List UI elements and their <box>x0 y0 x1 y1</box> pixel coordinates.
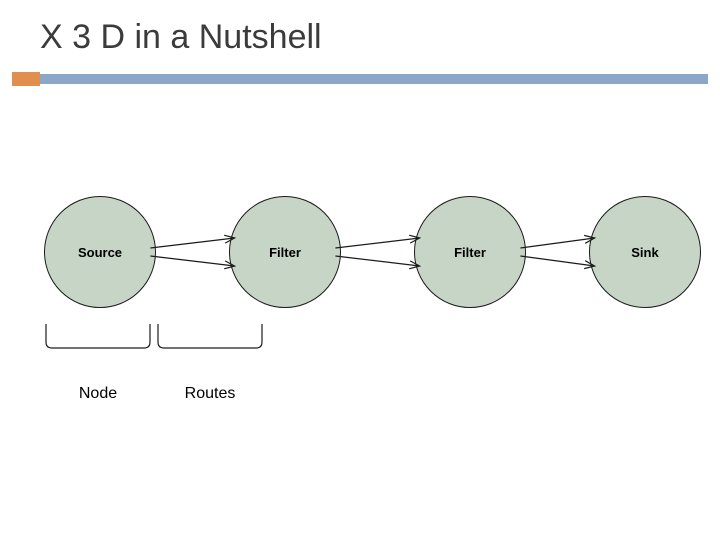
node-source-label: Source <box>78 245 122 260</box>
caption-routes: Routes <box>160 385 260 403</box>
accent-block <box>12 72 40 86</box>
route-arrows <box>150 235 594 269</box>
slide: X 3 D in a Nutshell Source Filter Filter… <box>0 0 720 540</box>
label-brackets <box>46 324 262 348</box>
slide-title: X 3 D in a Nutshell <box>40 18 322 57</box>
title-underline <box>40 74 708 84</box>
node-filter-2-label: Filter <box>454 245 486 260</box>
node-source: Source <box>44 196 156 308</box>
caption-node: Node <box>48 385 148 403</box>
node-sink-label: Sink <box>631 245 658 260</box>
node-sink: Sink <box>589 196 701 308</box>
node-filter-1: Filter <box>229 196 341 308</box>
node-filter-1-label: Filter <box>269 245 301 260</box>
node-filter-2: Filter <box>414 196 526 308</box>
